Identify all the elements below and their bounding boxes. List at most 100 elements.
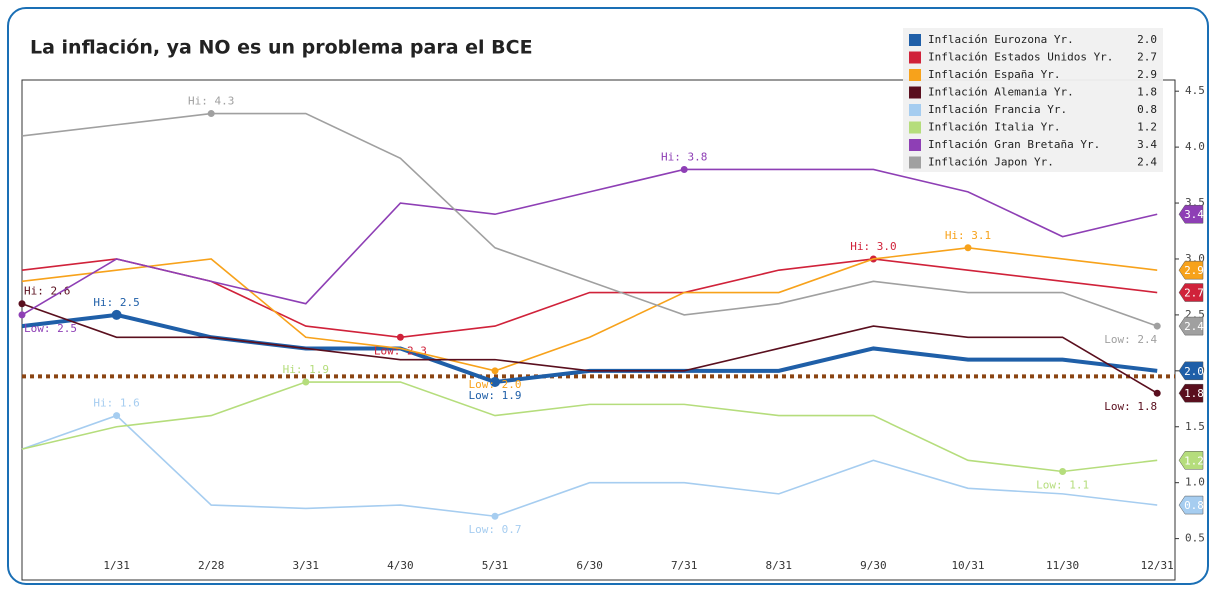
point-marker: [1153, 389, 1161, 397]
hi-low-label: Hi: 2.5: [93, 296, 139, 309]
hi-low-label: Low: 1.9: [469, 389, 522, 402]
point-marker: [1153, 322, 1161, 330]
legend-value: 2.7: [1137, 51, 1157, 64]
last-value-label: 2.4: [1184, 320, 1204, 333]
legend-label: Inflación Alemania Yr.: [928, 86, 1074, 99]
legend-swatch: [909, 139, 921, 151]
hi-low-label: Low: 2.4: [1104, 333, 1157, 346]
legend-label: Inflación Japon Yr.: [928, 156, 1054, 169]
last-value-label: 3.4: [1184, 208, 1204, 221]
point-marker: [396, 333, 404, 341]
last-value-tag: [1178, 316, 1204, 336]
x-tick-label: 1/31: [103, 559, 130, 572]
legend-value: 2.9: [1137, 68, 1157, 81]
last-value-label: 1.8: [1184, 387, 1204, 400]
x-tick-label: 10/31: [951, 559, 984, 572]
x-tick-label: 11/30: [1046, 559, 1079, 572]
chart-title: La inflación, ya NO es un problema para …: [30, 37, 533, 59]
x-tick-label: 9/30: [860, 559, 887, 572]
legend-value: 1.2: [1137, 121, 1157, 134]
legend-swatch: [909, 51, 921, 64]
legend-swatch: [909, 156, 921, 169]
legend-value: 1.8: [1137, 86, 1157, 99]
point-marker: [680, 165, 688, 173]
series-line: [21, 312, 1158, 385]
legend-swatch: [909, 34, 921, 46]
legend-value: 2.0: [1137, 33, 1157, 46]
y-tick-label: 0.5: [1185, 532, 1205, 545]
point-marker: [964, 244, 972, 252]
last-value-label: 2.9: [1184, 264, 1204, 277]
x-tick-label: 7/31: [671, 559, 698, 572]
series-line: [21, 381, 1158, 473]
last-value-tag: [1178, 283, 1204, 302]
hi-low-label: Hi: 3.1: [945, 229, 991, 242]
last-value-tag: [1178, 204, 1204, 224]
hi-low-label: Hi: 3.0: [850, 240, 896, 253]
last-value-label: 0.8: [1184, 499, 1204, 512]
hi-low-label: Hi: 2.6: [24, 285, 70, 298]
last-value-label: 2.7: [1184, 287, 1204, 300]
frame: [7, 7, 1209, 585]
point-marker: [113, 412, 121, 420]
x-tick-label: 3/31: [293, 559, 320, 572]
series-line: [21, 414, 1158, 518]
point-marker: [490, 377, 500, 388]
y-tick-label: 1.5: [1185, 420, 1205, 433]
last-value-label: 2.0: [1184, 365, 1204, 378]
hi-low-label: Low: 1.1: [1036, 478, 1089, 491]
hi-low-label: Low: 0.7: [469, 523, 522, 536]
point-marker: [491, 367, 499, 375]
plot-border: [21, 79, 1176, 581]
y-tick-label: 4.5: [1185, 84, 1205, 97]
legend-swatch: [909, 86, 921, 99]
last-value-tag: [1178, 383, 1204, 403]
legend-label: Inflación Gran Bretaña Yr.: [928, 138, 1100, 151]
legend-swatch: [909, 69, 921, 81]
legend-label: Inflación Estados Unidos Yr.: [928, 51, 1113, 64]
series-line: [21, 246, 1158, 372]
legend-value: 3.4: [1137, 138, 1157, 151]
hi-low-label: Low: 1.8: [1104, 400, 1157, 413]
point-marker: [1059, 467, 1067, 475]
point-marker: [18, 311, 26, 319]
legend-label: Inflación España Yr.: [928, 68, 1060, 81]
hi-low-label: Low: 2.5: [24, 322, 77, 335]
series-line: [21, 168, 1158, 316]
x-tick-label: 8/31: [766, 559, 793, 572]
legend-label: Inflación Eurozona Yr.: [928, 33, 1074, 46]
legend-label: Inflación Italia Yr.: [928, 121, 1060, 134]
hi-low-label: Hi: 3.8: [661, 150, 707, 163]
hi-low-label: Low: 2.0: [469, 378, 522, 391]
x-tick-label: 2/28: [198, 559, 225, 572]
series-line: [21, 302, 1158, 394]
legend-value: 2.4: [1137, 156, 1157, 169]
point-marker: [491, 512, 499, 520]
hi-low-label: Hi: 4.3: [188, 95, 234, 108]
legend-label: Inflación Francia Yr.: [928, 103, 1067, 116]
x-tick-label: 6/30: [576, 559, 603, 572]
last-value-tag: [1178, 361, 1204, 381]
last-value-label: 1.2: [1184, 454, 1204, 467]
legend-swatch: [909, 104, 921, 116]
last-value-tag: [1178, 260, 1204, 280]
series-line: [21, 258, 1158, 339]
y-tick-label: 1.0: [1185, 476, 1205, 489]
hi-low-label: Hi: 1.9: [283, 363, 329, 376]
x-tick-label: 4/30: [387, 559, 414, 572]
legend-value: 0.8: [1137, 103, 1157, 116]
y-tick-label: 4.0: [1185, 140, 1205, 153]
x-tick-label: 12/31: [1141, 559, 1174, 572]
point-marker: [302, 378, 310, 386]
last-value-tag: [1178, 451, 1204, 470]
legend-swatch: [909, 121, 921, 134]
legend-box: [903, 28, 1163, 172]
x-tick-label: 5/31: [482, 559, 509, 572]
point-marker: [18, 300, 26, 308]
hi-low-label: Hi: 1.6: [93, 397, 139, 410]
point-marker: [111, 309, 122, 320]
last-value-tag: [1178, 495, 1204, 515]
point-marker: [207, 110, 215, 118]
